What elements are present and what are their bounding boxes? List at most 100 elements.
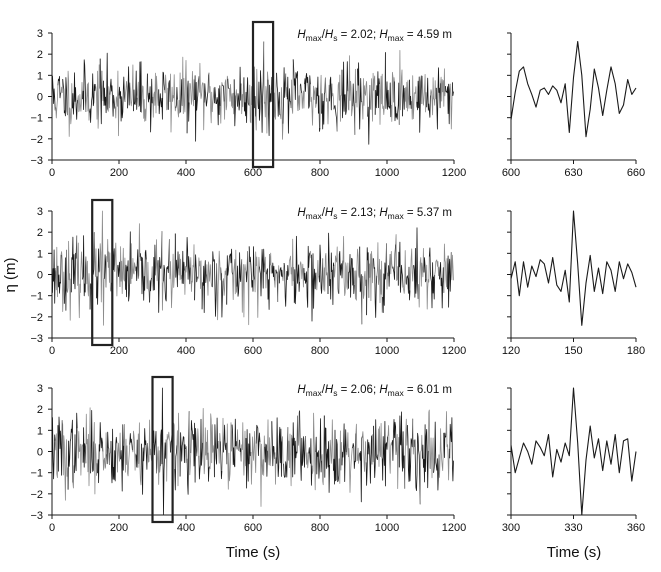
series-line [180, 79, 183, 113]
annotation-part: = 4.59 m [404, 29, 452, 41]
series-line [323, 415, 330, 493]
x-tick-label: 300 [502, 522, 520, 534]
series-line [333, 246, 340, 294]
series-line [76, 428, 84, 476]
series-line [271, 421, 275, 467]
series-line [290, 59, 294, 114]
series-line [139, 61, 142, 113]
series-line [368, 250, 374, 302]
series-line [232, 249, 238, 301]
wave-height-annotation: Hmax/Hs = 2.02; Hmax = 4.59 m [297, 29, 452, 43]
series-line [411, 75, 418, 120]
x-tick-label: 1000 [375, 522, 399, 534]
series-line [331, 83, 335, 110]
series-line [315, 259, 320, 291]
series-line [51, 75, 56, 111]
series-line [416, 75, 423, 133]
y-tick-label: 1 [37, 70, 43, 82]
series-line [338, 430, 343, 484]
series-line [283, 427, 289, 478]
series-line [118, 76, 126, 122]
series-line [276, 72, 281, 117]
y-tick-label: −2 [30, 489, 43, 501]
series-line [333, 105, 338, 132]
series-line [510, 387, 637, 516]
annotation-part: H [379, 207, 388, 219]
series-line [404, 418, 408, 489]
series-line [226, 248, 233, 305]
series-line [198, 62, 205, 131]
series-line [203, 72, 210, 107]
series-line [348, 253, 355, 298]
series-line [283, 262, 289, 307]
x-tick-label: 800 [311, 345, 329, 357]
series-line [248, 246, 255, 292]
series-line [240, 422, 247, 476]
y-tick-label: 0 [37, 92, 43, 104]
series-line [248, 84, 253, 124]
series-line [398, 411, 406, 489]
x-tick-label: 400 [177, 522, 195, 534]
series-line [263, 41, 269, 134]
annotation-part: max [306, 211, 323, 221]
series-line [208, 72, 215, 124]
series-line [361, 270, 367, 325]
series-line [311, 253, 317, 322]
series-line [82, 235, 87, 297]
series-line [60, 79, 64, 94]
x-tick-label: 0 [49, 167, 55, 179]
y-tick-label: 3 [37, 206, 43, 218]
series-line [72, 72, 79, 120]
series-line [89, 73, 96, 123]
series-line [392, 244, 396, 280]
series-line [255, 424, 261, 457]
series-line [90, 409, 95, 474]
annotation-part: / [322, 207, 326, 219]
annotation-part: / [322, 384, 326, 396]
series-line [63, 249, 67, 311]
series-line [452, 82, 454, 96]
x-tick-label: 1200 [442, 345, 466, 357]
x-tick-label: 630 [564, 167, 582, 179]
series-line [214, 417, 219, 478]
annotation-part: max [388, 33, 405, 43]
annotation-part: = 6.01 m [404, 384, 452, 396]
series-line [419, 434, 423, 505]
x-axis-title-right: Time (s) [547, 544, 601, 561]
series-line [54, 246, 59, 298]
series-line [292, 59, 299, 111]
series-line [351, 433, 357, 469]
series-line [152, 72, 160, 118]
series-line [267, 76, 273, 137]
series-line [405, 266, 411, 301]
y-tick-label: −1 [30, 113, 43, 125]
series-line [381, 420, 388, 487]
series-line [102, 432, 108, 471]
series-line [137, 422, 142, 486]
series-line [338, 250, 344, 294]
series-line [263, 256, 267, 289]
series-line [96, 248, 100, 305]
series-line [374, 71, 380, 115]
series-line [310, 84, 317, 126]
series-line [107, 86, 111, 112]
series-line [95, 58, 101, 129]
annotation-part: s [333, 211, 337, 221]
series-line [387, 425, 393, 474]
series-line [450, 252, 454, 281]
x-tick-label: 200 [110, 522, 128, 534]
series-line [333, 429, 340, 485]
series-line [201, 260, 207, 314]
series-line [354, 68, 358, 135]
series-line [447, 252, 452, 308]
series-line [196, 428, 200, 457]
x-tick-label: 330 [564, 522, 582, 534]
series-line [155, 239, 159, 282]
series-line [70, 235, 78, 293]
series-line [357, 62, 363, 130]
series-line [181, 56, 188, 134]
series-line [449, 417, 454, 482]
series-line [342, 235, 349, 297]
